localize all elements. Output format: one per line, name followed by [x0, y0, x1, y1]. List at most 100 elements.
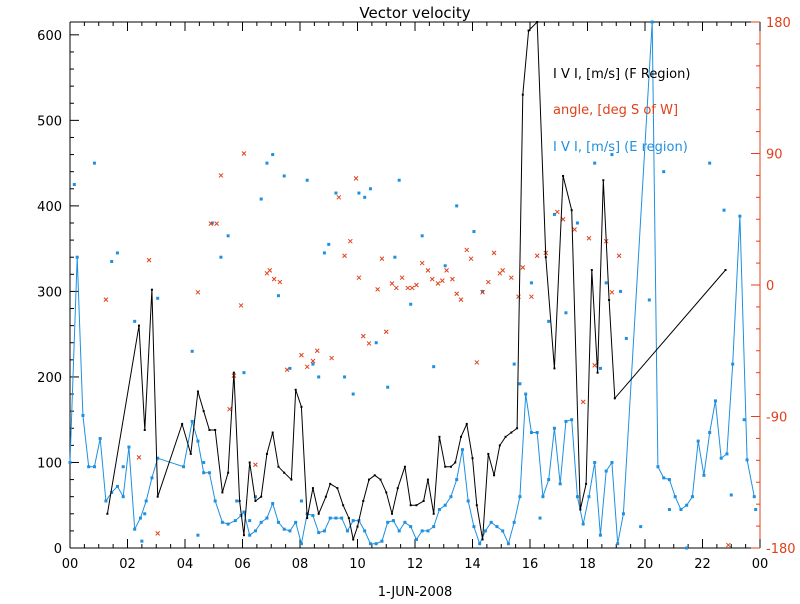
angle-point — [405, 285, 411, 291]
e-region-point — [472, 525, 476, 529]
e-region-point — [541, 495, 545, 499]
angle-point — [508, 275, 514, 281]
e-region-point — [478, 542, 482, 546]
e-region-point — [317, 531, 321, 535]
e-region-point — [575, 221, 579, 225]
e-region-point — [393, 255, 397, 259]
y-left-tick-label: 300 — [37, 285, 62, 300]
e-region-point — [259, 197, 263, 201]
e-region-point — [725, 452, 729, 456]
f-region-point — [613, 397, 616, 400]
angle-point-stroke — [253, 462, 258, 468]
f-region-point — [391, 512, 393, 515]
x-tick-label: 00 — [752, 557, 769, 572]
angle-point-stroke — [299, 352, 304, 358]
angle-point — [214, 221, 219, 226]
y-left-tick-label: 0 — [54, 542, 62, 557]
f-region-point — [585, 482, 588, 485]
e-region-point — [420, 234, 424, 238]
e-region-point — [397, 178, 401, 182]
angle-point — [474, 360, 480, 365]
e-region-point — [621, 512, 625, 516]
f-region-point — [562, 174, 565, 177]
f-region-point — [317, 512, 320, 515]
e-region-point — [248, 519, 252, 523]
angle-point — [342, 253, 347, 259]
angle-point-stroke — [409, 285, 415, 291]
angle-point-stroke — [572, 227, 577, 232]
e-region-point — [673, 495, 677, 499]
e-region-point — [501, 529, 505, 533]
e-region-point — [570, 418, 574, 422]
f-region-point — [248, 461, 251, 464]
angle-point — [375, 287, 380, 292]
angle-point-stroke — [464, 247, 470, 253]
e-region-point — [731, 362, 735, 366]
f-region-point — [403, 465, 406, 468]
e-region-point — [495, 525, 499, 529]
angle-point-stroke — [414, 282, 419, 288]
f-region-point — [352, 538, 355, 541]
e-region-point — [738, 214, 742, 218]
angle-point-stroke — [458, 297, 464, 302]
angle-point — [271, 276, 277, 282]
e-region-point — [679, 508, 683, 512]
e-region-point — [190, 349, 194, 353]
e-region-point — [662, 476, 666, 480]
f-region-point — [608, 298, 611, 301]
e-region-point — [518, 495, 522, 499]
e-region-point — [529, 281, 533, 285]
angle-point — [310, 358, 316, 364]
f-region-point — [602, 179, 605, 182]
angle-point-stroke — [616, 253, 622, 259]
e-region-point — [156, 296, 160, 300]
angle-point-stroke — [500, 268, 506, 273]
angle-point-stroke — [508, 275, 514, 281]
f-region-point — [329, 482, 332, 485]
e-region-point — [317, 375, 321, 379]
angle-point — [241, 151, 247, 156]
e-region-point — [92, 161, 96, 165]
e-region-point — [182, 465, 186, 469]
y-right-tick-label: 180 — [766, 16, 791, 31]
e-region-point — [729, 493, 733, 497]
angle-point — [500, 268, 506, 273]
f-region-point — [409, 504, 412, 507]
angle-point — [560, 216, 566, 222]
e-region-point — [610, 460, 614, 464]
f-region-point — [449, 465, 452, 468]
e-region-point — [708, 431, 712, 435]
f-region-point — [342, 504, 345, 507]
e-region-point — [538, 516, 542, 520]
e-region-point — [87, 465, 91, 469]
angle-point-stroke — [136, 455, 142, 460]
e-region-point — [754, 508, 758, 512]
e-region-point — [327, 242, 331, 246]
f-region-point — [271, 431, 274, 434]
e-region-point — [409, 525, 413, 529]
angle-point — [304, 364, 310, 370]
e-region-point — [409, 302, 413, 306]
e-region-point — [506, 542, 510, 546]
e-region-point — [483, 529, 487, 533]
e-region-point — [299, 499, 303, 503]
angle-point — [485, 279, 491, 285]
e-region-point — [414, 537, 418, 541]
e-region-point — [624, 336, 628, 340]
e-region-point — [219, 255, 223, 259]
angle-point — [529, 294, 534, 300]
f-region-point — [385, 491, 388, 494]
angle-point-stroke — [342, 253, 347, 259]
e-region-point — [403, 520, 407, 524]
angle-point — [464, 247, 470, 253]
e-region-point — [127, 445, 131, 449]
f-region-point — [396, 487, 399, 490]
e-region-point — [196, 533, 200, 537]
angle-point — [409, 285, 415, 291]
angle-point — [284, 367, 290, 373]
f-region-point — [196, 390, 199, 393]
angle-point-stroke — [439, 278, 445, 283]
e-region-point — [374, 341, 378, 345]
e-region-point — [639, 525, 643, 529]
